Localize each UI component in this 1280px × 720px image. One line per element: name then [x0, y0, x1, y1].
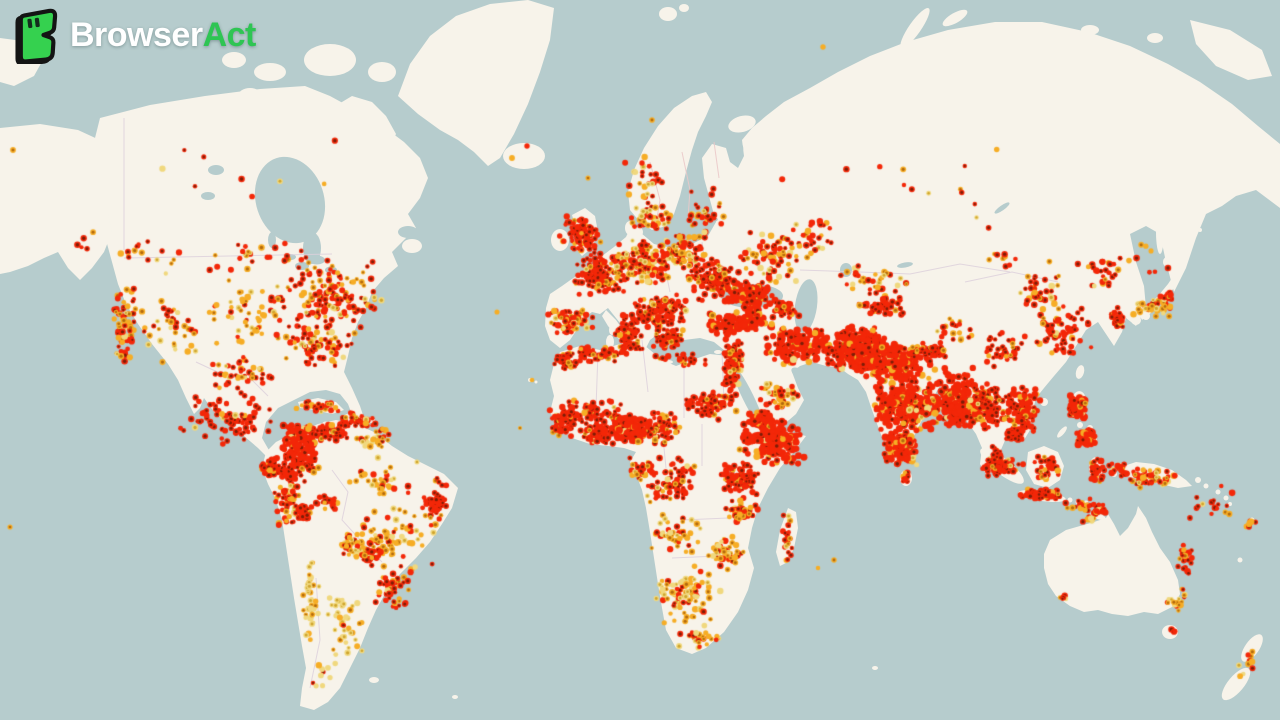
- browseract-logo[interactable]: BrowserAct: [12, 6, 256, 64]
- logo-text-act: Act: [202, 16, 257, 54]
- logo-eye-left: [27, 18, 33, 29]
- browseract-logo-icon: [15, 8, 58, 64]
- logo-eye-right: [34, 17, 40, 28]
- logo-wordmark: BrowserAct: [70, 6, 256, 64]
- logo-text-browser: Browser: [70, 16, 203, 54]
